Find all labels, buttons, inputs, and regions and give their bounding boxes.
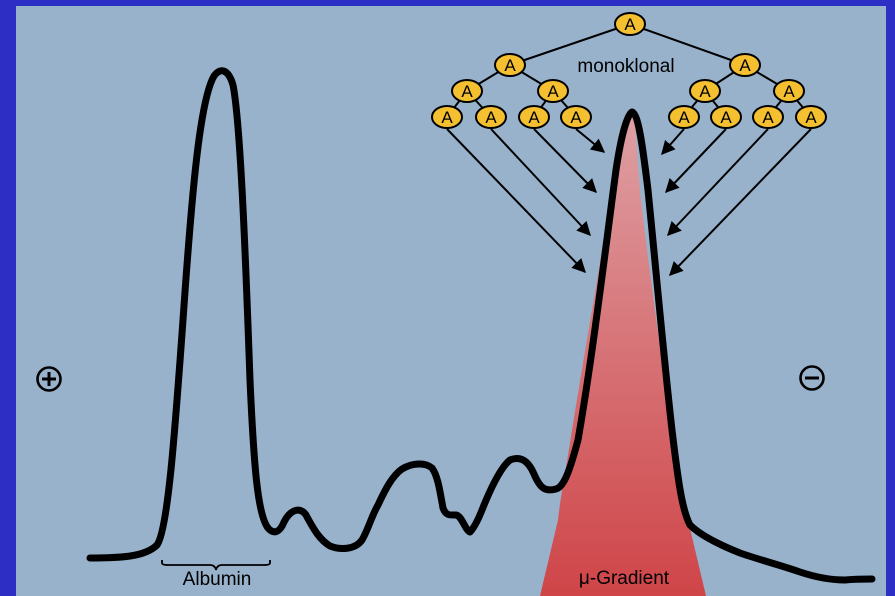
electrophoresis-curve [86,67,876,584]
arrow-to-peak [667,128,769,237]
albumin-label: Albumin [183,569,252,590]
antibody-node: A [560,105,592,129]
antibody-node: A [710,105,742,129]
plus-pole-icon [36,366,62,392]
antibody-node-letter: A [678,108,690,127]
antibody-node: A [451,79,483,103]
antibody-node-letter: A [624,15,636,34]
antibody-node: A [689,79,721,103]
antibody-node-letter: A [461,82,473,101]
antibody-node-letter: A [485,108,497,127]
arrow-to-peak [446,128,586,274]
antibody-node-letter: A [528,108,540,127]
diagram-panel [16,6,886,596]
arrow-to-peak [661,128,685,156]
antibody-node: A [729,53,761,77]
antibody-node-letter: A [762,108,774,127]
monoklonal-label: monoklonal [577,56,674,77]
antibody-node: A [795,105,827,129]
antibody-node-letter: A [720,108,732,127]
arrow-to-peak [490,128,591,237]
antibody-node: A [614,12,646,36]
arrow-to-peak [533,128,597,193]
antibody-node-letter: A [504,56,516,75]
antibody-node: A [518,105,550,129]
arrow-to-peak [665,128,727,194]
mu-gradient-area [540,112,706,596]
arrow-to-peak [669,128,812,277]
antibody-node: A [431,105,463,129]
antibody-node: A [773,79,805,103]
mu-gradient-label: μ-Gradient [579,568,670,589]
antibody-node-letter: A [783,82,795,101]
tree-branch-line [509,23,631,66]
antibody-node: A [537,79,569,103]
antibody-arrows [446,128,812,277]
tree-branch-line [629,23,746,66]
antibody-node-letter: A [805,108,817,127]
arrow-to-peak [575,128,606,153]
albumin-brace [161,560,271,571]
antibody-node-letter: A [441,108,453,127]
antibody-node: A [475,105,507,129]
antibody-node: A [494,53,526,77]
antibody-node-letter: A [547,82,559,101]
antibody-tree: AA AA A A AA A A A A A A A [431,12,827,129]
antibody-node: A [668,105,700,129]
minus-pole-icon [799,365,825,391]
antibody-node-letter: A [699,82,711,101]
antibody-node: A [752,105,784,129]
antibody-node-letter: A [570,108,582,127]
antibody-node-letter: A [739,56,751,75]
